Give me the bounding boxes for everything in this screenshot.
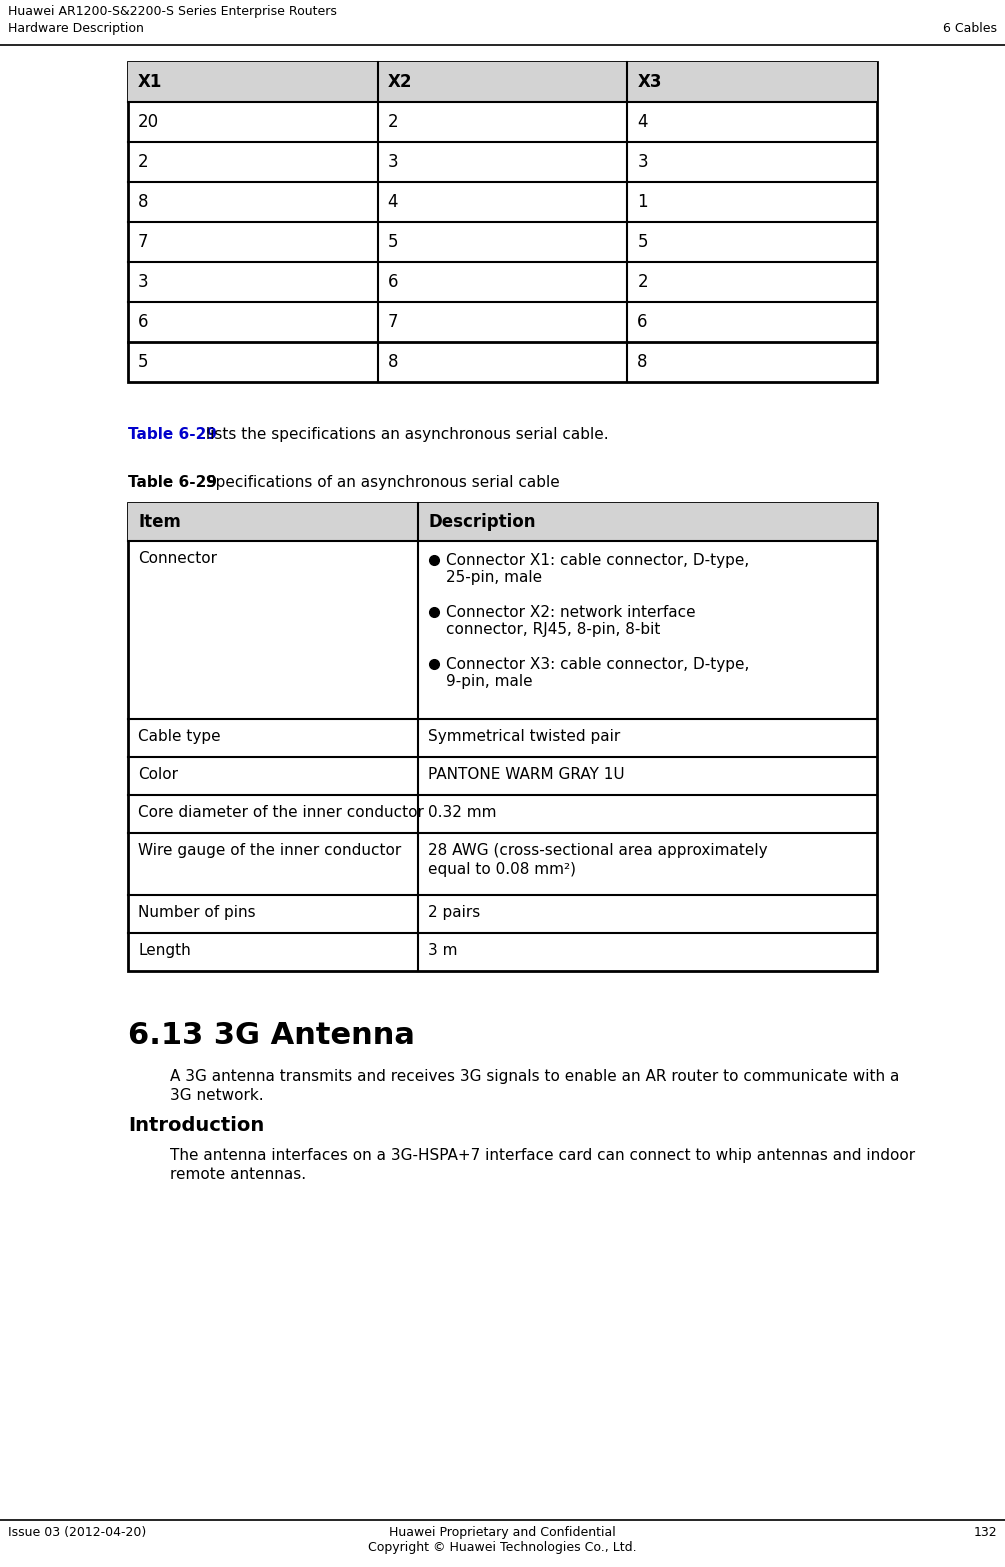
Text: 9-pin, male: 9-pin, male [446,674,533,689]
Text: X1: X1 [138,74,163,91]
Text: remote antennas.: remote antennas. [170,1167,307,1182]
Text: Connector X1: cable connector, D-type,: Connector X1: cable connector, D-type, [446,553,750,567]
Text: 8: 8 [388,353,398,371]
Text: 8: 8 [637,353,648,371]
Text: 7: 7 [138,233,149,251]
Text: Connector X2: network interface: Connector X2: network interface [446,605,695,621]
Text: 3: 3 [637,154,648,171]
Text: Item: Item [138,512,181,531]
Text: Symmetrical twisted pair: Symmetrical twisted pair [428,729,620,744]
Bar [128,503,877,541]
Text: 28 AWG (cross-sectional area approximately: 28 AWG (cross-sectional area approximate… [428,843,768,859]
Text: 4: 4 [388,193,398,212]
Text: 6: 6 [388,273,398,291]
Text: 5: 5 [138,353,149,371]
Text: Table 6-29: Table 6-29 [128,426,217,442]
Text: 6: 6 [138,313,149,331]
Text: Connector X3: cable connector, D-type,: Connector X3: cable connector, D-type, [446,657,750,672]
Text: 20: 20 [138,113,159,132]
Bar [128,63,877,382]
Text: Description: Description [428,512,536,531]
Text: connector, RJ45, 8-pin, 8-bit: connector, RJ45, 8-pin, 8-bit [446,622,660,638]
Text: 6.13 3G Antenna: 6.13 3G Antenna [128,1022,415,1050]
Text: equal to 0.08 mm²): equal to 0.08 mm²) [428,862,576,878]
Bar [128,503,877,972]
Text: 2: 2 [138,154,149,171]
Text: 8: 8 [138,193,149,212]
Text: 1: 1 [637,193,648,212]
Text: 2 pairs: 2 pairs [428,906,480,920]
Text: 6 Cables: 6 Cables [943,22,997,34]
Text: 3: 3 [388,154,398,171]
Text: Hardware Description: Hardware Description [8,22,144,34]
Text: 4: 4 [637,113,648,132]
Text: Cable type: Cable type [138,729,221,744]
Text: Length: Length [138,943,191,957]
Text: 0.32 mm: 0.32 mm [428,805,496,820]
Text: Huawei AR1200-S&2200-S Series Enterprise Routers: Huawei AR1200-S&2200-S Series Enterprise… [8,5,337,17]
Text: 2: 2 [388,113,398,132]
Text: Connector: Connector [138,552,217,566]
Text: PANTONE WARM GRAY 1U: PANTONE WARM GRAY 1U [428,766,625,782]
Text: 25-pin, male: 25-pin, male [446,570,542,584]
Text: Wire gauge of the inner conductor: Wire gauge of the inner conductor [138,843,401,859]
Text: 3: 3 [138,273,149,291]
Text: A 3G antenna transmits and receives 3G signals to enable an AR router to communi: A 3G antenna transmits and receives 3G s… [170,1069,899,1084]
Text: Core diameter of the inner conductor: Core diameter of the inner conductor [138,805,424,820]
Text: 7: 7 [388,313,398,331]
Text: 5: 5 [388,233,398,251]
Text: Table 6-29: Table 6-29 [128,475,217,490]
Text: lists the specifications an asynchronous serial cable.: lists the specifications an asynchronous… [201,426,609,442]
Text: Introduction: Introduction [128,1116,264,1135]
Text: 2: 2 [637,273,648,291]
Text: Huawei Proprietary and Confidential
Copyright © Huawei Technologies Co., Ltd.: Huawei Proprietary and Confidential Copy… [368,1526,636,1554]
Text: 3 m: 3 m [428,943,457,957]
Text: X2: X2 [388,74,412,91]
Text: 5: 5 [637,233,648,251]
Text: Color: Color [138,766,178,782]
Text: 3G network.: 3G network. [170,1087,263,1103]
Bar [128,63,877,102]
Text: X3: X3 [637,74,662,91]
Text: 6: 6 [637,313,648,331]
Text: Issue 03 (2012-04-20): Issue 03 (2012-04-20) [8,1526,147,1539]
Text: 132: 132 [974,1526,997,1539]
Text: Number of pins: Number of pins [138,906,255,920]
Text: The antenna interfaces on a 3G-HSPA+7 interface card can connect to whip antenna: The antenna interfaces on a 3G-HSPA+7 in… [170,1149,916,1163]
Text: Specifications of an asynchronous serial cable: Specifications of an asynchronous serial… [201,475,560,490]
